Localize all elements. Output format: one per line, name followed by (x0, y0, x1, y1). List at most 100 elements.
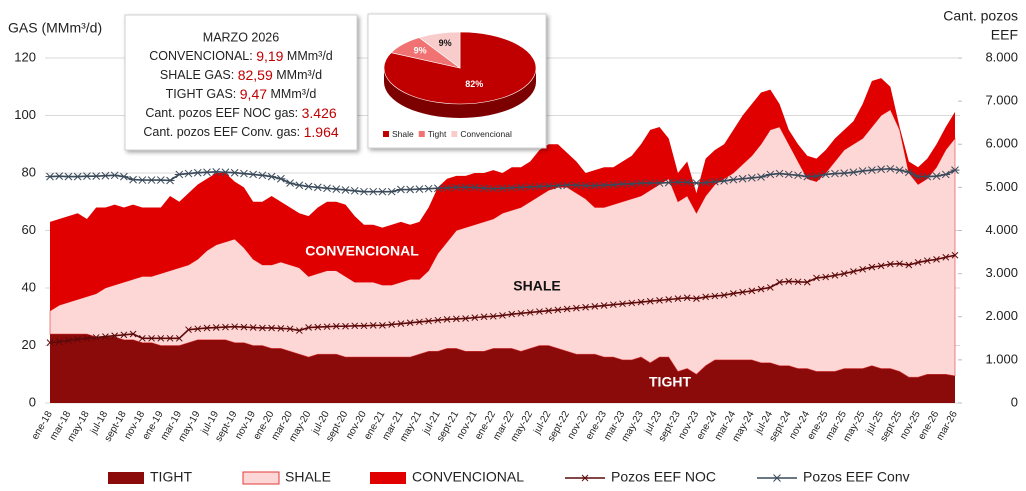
marker (248, 170, 258, 179)
legend-label: CONVENCIONAL (412, 469, 524, 485)
marker (885, 164, 895, 173)
pie-legend-swatch (418, 131, 425, 137)
marker (813, 274, 820, 282)
marker (582, 303, 589, 311)
marker (950, 166, 960, 174)
marker (673, 178, 683, 187)
pie-slice (418, 31, 461, 69)
marker (433, 184, 443, 193)
marker (138, 334, 146, 342)
marker (443, 315, 451, 323)
marker (185, 326, 192, 334)
marker (656, 297, 663, 304)
legend-swatch (370, 472, 406, 484)
y-tick-label: 80 (22, 164, 36, 179)
marker (498, 184, 507, 193)
marker (877, 262, 885, 270)
marker (462, 315, 469, 322)
marker (157, 334, 165, 342)
marker (636, 179, 646, 187)
marker (664, 178, 674, 187)
marker (821, 170, 831, 179)
marker (516, 183, 526, 192)
marker (608, 180, 618, 189)
pie-label: 9% (414, 46, 427, 56)
marker (710, 177, 720, 186)
marker (665, 296, 673, 303)
marker (471, 314, 479, 321)
marker (294, 181, 304, 190)
marker (702, 293, 710, 301)
marker (738, 174, 748, 183)
marker (120, 331, 128, 339)
marker (822, 273, 830, 281)
marker (100, 171, 110, 180)
marker (628, 299, 636, 307)
marker (222, 323, 229, 331)
legend-label: Pozos EEF NOC (611, 469, 716, 485)
y2-tick-label: 5.000 (985, 179, 1018, 194)
marker (165, 176, 175, 185)
marker (360, 322, 368, 330)
marker (645, 179, 655, 187)
marker (887, 260, 894, 268)
marker (111, 332, 118, 340)
marker (45, 172, 55, 181)
info-unit: MMm³/d (283, 49, 332, 63)
marker (544, 182, 554, 190)
info-value: 82,59 (238, 67, 273, 83)
marker (933, 256, 940, 263)
marker (840, 270, 848, 277)
marker (766, 284, 774, 291)
info-label: Cant. pozos EEF Conv. gas: (143, 125, 303, 139)
y-tick-label: 120 (14, 49, 36, 64)
marker (322, 184, 332, 193)
marker (212, 324, 220, 331)
marker (646, 297, 654, 305)
pie-legend-label: Convencional (460, 129, 512, 139)
marker (83, 334, 91, 342)
area-label: TIGHT (649, 374, 691, 390)
marker (268, 324, 275, 332)
y-tick-label: 100 (14, 107, 36, 122)
marker (405, 185, 415, 194)
marker (859, 265, 867, 273)
marker (396, 185, 406, 194)
marker (858, 167, 868, 175)
marker (489, 312, 497, 320)
marker (82, 172, 92, 181)
info-line: Cant. pozos EEF Conv. gas: 1.964 (143, 124, 339, 140)
y-tick-label: 60 (22, 222, 36, 237)
marker (342, 322, 349, 330)
marker (599, 181, 609, 190)
legend-swatch (108, 472, 144, 484)
marker (720, 291, 728, 299)
marker (867, 166, 877, 174)
marker (425, 317, 432, 325)
marker (416, 318, 423, 326)
marker (175, 334, 183, 342)
info-unit: MMm³/d (273, 68, 322, 82)
marker (314, 323, 322, 331)
pie-legend-label: Tight (428, 129, 447, 139)
marker (802, 172, 812, 181)
marker (553, 181, 563, 190)
marker (147, 176, 157, 184)
marker (257, 171, 267, 180)
info-line: CONVENCIONAL: 9,19 MMm³/d (149, 48, 333, 64)
marker (313, 183, 323, 192)
info-label: TIGHT GAS: (166, 87, 240, 101)
marker (295, 327, 303, 334)
marker (377, 187, 387, 196)
marker (323, 323, 331, 331)
marker (73, 172, 83, 181)
y2-tick-label: 4.000 (985, 222, 1018, 237)
marker (74, 335, 82, 343)
legend-swatch (242, 471, 280, 485)
marker (618, 180, 628, 188)
marker (831, 271, 839, 279)
marker (397, 320, 405, 328)
marker (932, 172, 942, 181)
marker (91, 172, 101, 181)
marker (951, 251, 959, 259)
